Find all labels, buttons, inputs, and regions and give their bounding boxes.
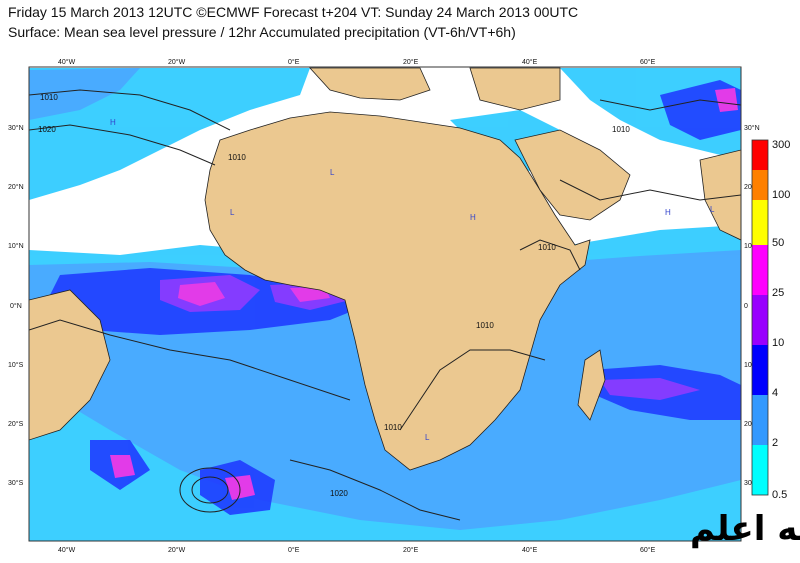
isobar-label: 1020 bbox=[330, 489, 348, 498]
legend-swatch-4 bbox=[752, 345, 768, 395]
lon-label-top: 40°W bbox=[58, 58, 76, 66]
legend-label: 2 bbox=[772, 437, 778, 449]
pressure-center: H bbox=[110, 118, 116, 127]
isobar-label: 1010 bbox=[384, 423, 402, 432]
isobar-label: 1010 bbox=[476, 321, 494, 330]
lon-label-bottom: 20°E bbox=[403, 546, 419, 554]
isobars bbox=[29, 89, 741, 521]
lat-label-right: 20 bbox=[744, 184, 752, 191]
lat-label-left: 30°S bbox=[8, 479, 24, 487]
isobar-label: 1010 bbox=[612, 125, 630, 134]
lat-label-left: 30°N bbox=[8, 124, 24, 132]
isobar-label: 1010 bbox=[228, 153, 246, 162]
legend-swatch-0-5 bbox=[752, 445, 768, 495]
legend-swatch-300 bbox=[752, 140, 768, 170]
land bbox=[29, 67, 741, 471]
legend-label: 10 bbox=[772, 337, 784, 349]
lat-label-right: 0 bbox=[744, 303, 748, 310]
legend-label: 100 bbox=[772, 189, 790, 201]
pressure-center: L bbox=[230, 208, 235, 217]
lat-label-left: 0°N bbox=[10, 302, 22, 310]
legend-swatch-25 bbox=[752, 245, 768, 295]
lon-label-top: 20°W bbox=[168, 58, 186, 66]
lon-label-top: 40°E bbox=[522, 58, 538, 66]
lon-label-bottom: 0°E bbox=[288, 546, 300, 554]
isobar-label: 1010 bbox=[40, 93, 58, 102]
lon-label-bottom: 40°E bbox=[522, 546, 538, 554]
lat-label-right: 10 bbox=[744, 243, 752, 250]
lat-label-right: 20 bbox=[744, 421, 752, 428]
isobar-label: 1020 bbox=[38, 125, 56, 134]
legend-label: 300 bbox=[772, 139, 790, 151]
forecast-title: Friday 15 March 2013 12UTC ©ECMWF Foreca… bbox=[8, 4, 579, 20]
arabic-caption: توقعات الامطار من الاوربي - والله اعلم bbox=[690, 509, 800, 549]
forecast-subtitle: Surface: Mean sea level pressure / 12hr … bbox=[8, 24, 516, 40]
legend-swatch-50 bbox=[752, 200, 768, 245]
pressure-center: H bbox=[665, 208, 671, 217]
legend-label: 25 bbox=[772, 287, 784, 299]
pressure-center: L bbox=[425, 433, 430, 442]
lat-label-right: 10 bbox=[744, 362, 752, 369]
legend-swatch-100 bbox=[752, 170, 768, 200]
legend-label: 0.5 bbox=[772, 489, 787, 501]
legend-swatch-2 bbox=[752, 395, 768, 445]
pressure-center: H bbox=[470, 213, 476, 222]
lat-label-left: 20°S bbox=[8, 420, 24, 428]
lat-label-right: 30 bbox=[744, 480, 752, 487]
lat-label-left: 10°S bbox=[8, 361, 24, 369]
legend-label: 4 bbox=[772, 387, 778, 399]
lon-label-top: 0°E bbox=[288, 58, 300, 66]
isobar-label: 1010 bbox=[538, 243, 556, 252]
lon-label-bottom: 60°E bbox=[640, 546, 656, 554]
lon-label-bottom: 20°W bbox=[168, 546, 186, 554]
lat-label-left: 20°N bbox=[8, 183, 24, 191]
pressure-center: L bbox=[710, 205, 715, 214]
map-frame bbox=[28, 66, 742, 542]
lat-label-right: 30°N bbox=[744, 124, 760, 132]
precip-legend: 300 100 50 25 10 4 2 0.5 bbox=[751, 139, 790, 501]
legend-label: 50 bbox=[772, 237, 784, 249]
pressure-center: L bbox=[330, 168, 335, 177]
lon-label-top: 20°E bbox=[403, 58, 419, 66]
legend-swatch-10 bbox=[752, 295, 768, 345]
lat-label-left: 10°N bbox=[8, 242, 24, 250]
lon-label-top: 60°E bbox=[640, 58, 656, 66]
lon-label-bottom: 40°W bbox=[58, 546, 76, 554]
